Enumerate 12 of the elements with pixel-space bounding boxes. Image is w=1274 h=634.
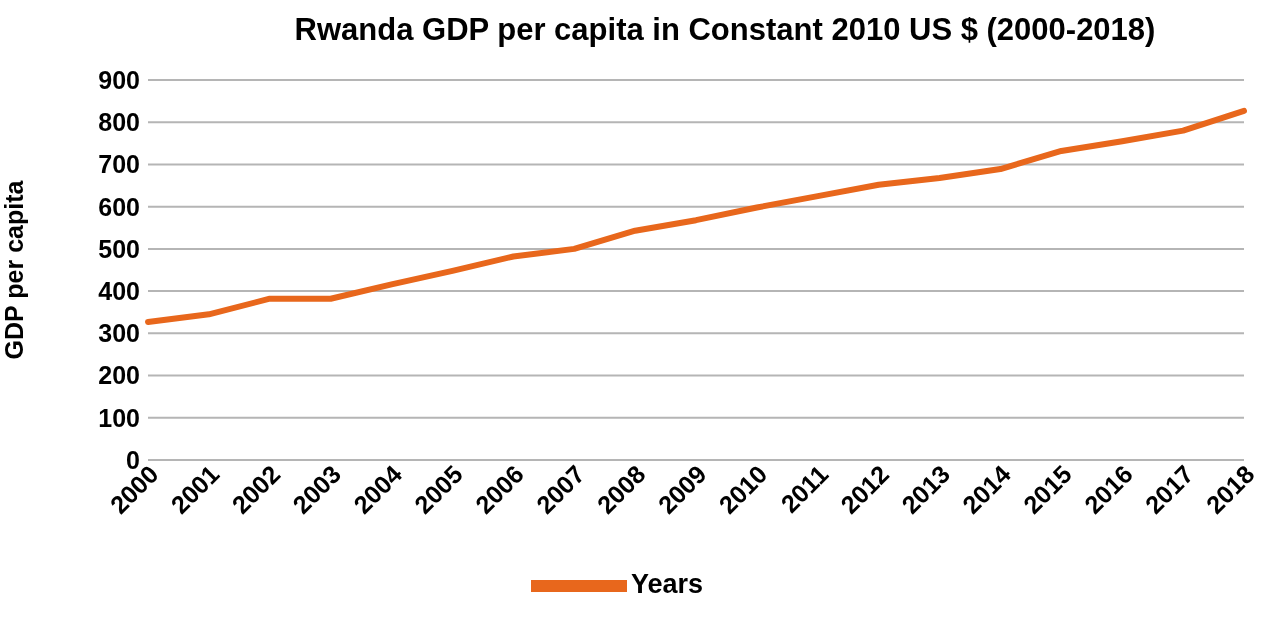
y-axis-title: GDP per capita xyxy=(0,179,28,360)
y-tick-label: 400 xyxy=(98,276,140,305)
y-tick-label: 800 xyxy=(98,108,140,137)
y-tick-label: 300 xyxy=(98,319,140,348)
y-tick-label: 600 xyxy=(98,192,140,221)
chart-title: Rwanda GDP per capita in Constant 2010 US $ (2000-2018) xyxy=(293,12,1157,48)
y-tick-label: 900 xyxy=(98,65,140,94)
legend-label: Years xyxy=(630,569,704,600)
y-tick-label: 700 xyxy=(98,150,140,179)
y-tick-label: 100 xyxy=(98,403,140,432)
y-tick-label: 200 xyxy=(98,361,140,390)
y-tick-label: 500 xyxy=(98,234,140,263)
